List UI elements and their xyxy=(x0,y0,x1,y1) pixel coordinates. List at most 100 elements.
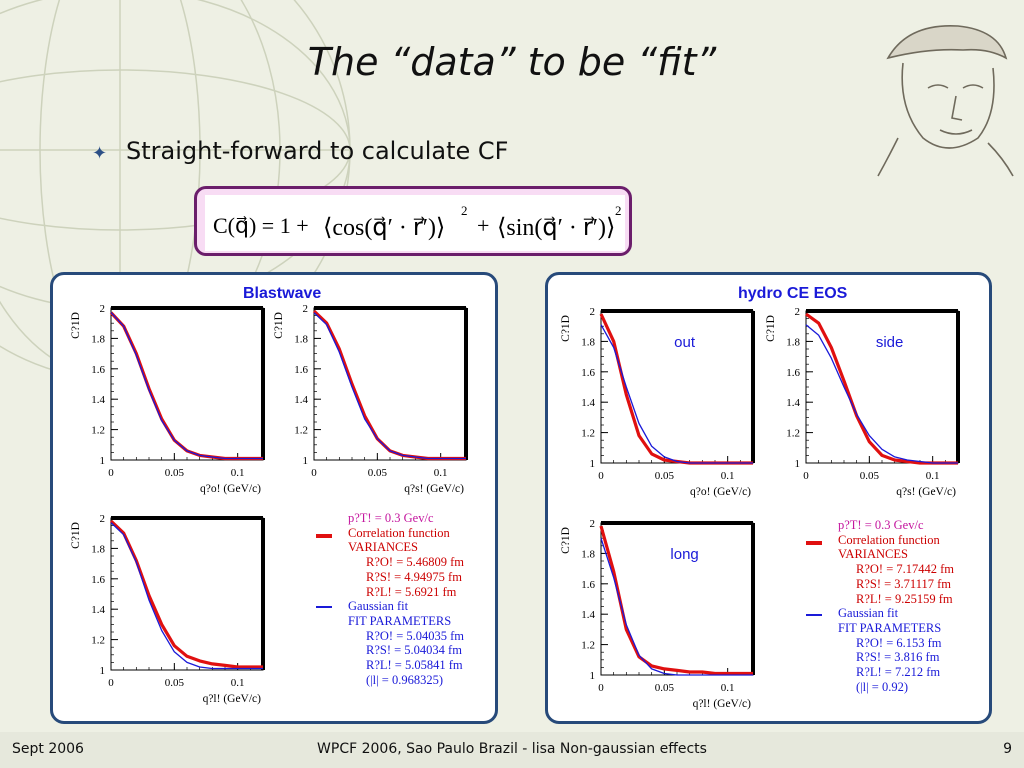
y-axis-label: C?1D xyxy=(70,522,82,549)
legend-fit-l: R?L! = 7.212 fm xyxy=(856,665,941,680)
y-tick-label: 1.4 xyxy=(786,397,800,409)
plot-hydro-long: 1 1.2 1.4 1.6 1.8 2 0 0.05 0.1 q?l! (GeV/c) C?1D lo… xyxy=(560,518,755,710)
legend-variances: VARIANCES xyxy=(348,540,418,555)
y-tick-label: 1.2 xyxy=(786,428,800,440)
y-tick-label: 1.2 xyxy=(294,425,308,437)
y-tick-label: 2 xyxy=(303,303,309,315)
y-tick-label: 1.4 xyxy=(581,397,595,409)
y-tick-label: 1.6 xyxy=(581,579,595,591)
plot-frame xyxy=(805,310,959,464)
legend-blastwave: p?T! = 0.3 Gev/c Correlation function VA… xyxy=(348,511,464,687)
formula-svg: C(q⃗) = 1 + ⟨cos(q⃗′ · r⃗′)⟩ 2 + ⟨sin(q⃗… xyxy=(213,203,622,241)
y-tick-label: 1.8 xyxy=(294,333,308,345)
x-tick-label: 0.05 xyxy=(165,467,185,479)
formula: C(q⃗) = 1 + ⟨cos(q⃗′ · r⃗′)⟩ 2 + ⟨sin(q⃗… xyxy=(205,195,625,251)
x-tick-label: 0.1 xyxy=(231,467,245,479)
y-axis-label: C?1D xyxy=(560,527,572,554)
plot-label: out xyxy=(674,334,696,351)
y-axis-label: C?1D xyxy=(70,312,82,339)
legend-cf: Correlation function xyxy=(348,525,450,540)
y-tick-label: 2 xyxy=(100,303,106,315)
formula-sup1: 2 xyxy=(461,203,468,218)
y-tick-label: 2 xyxy=(590,306,596,318)
series-gaussian-line xyxy=(600,538,753,676)
x-axis-label: q?s! (GeV/c) xyxy=(896,486,956,498)
panel-title-blastwave: Blastwave xyxy=(243,285,322,302)
series-gaussian-line xyxy=(110,312,263,460)
x-tick-label: 0.05 xyxy=(655,682,675,694)
slide-title: The “data” to be “fit” xyxy=(307,40,717,84)
x-tick-label: 0 xyxy=(311,467,317,479)
formula-box: C(q⃗) = 1 + ⟨cos(q⃗′ · r⃗′)⟩ 2 + ⟨sin(q⃗… xyxy=(194,186,632,256)
legend-variances: VARIANCES xyxy=(838,547,908,562)
y-tick-label: 1.2 xyxy=(581,640,595,652)
y-axis-label: C?1D xyxy=(765,315,777,342)
legend-fit-s: R?S! = 5.04034 fm xyxy=(366,643,462,658)
page-number: 9 xyxy=(1003,741,1012,757)
y-axis-label: C?1D xyxy=(273,312,285,339)
y-tick-label: 1.8 xyxy=(581,336,595,348)
x-tick-label: 0.1 xyxy=(721,682,735,694)
y-tick-label: 1.8 xyxy=(786,336,800,348)
y-tick-label: 2 xyxy=(590,518,596,530)
legend-var-l: R?L! = 5.6921 fm xyxy=(366,584,457,599)
panel-blastwave: Blastwave 1 1.2 1.4 1.6 1.8 2 0 0.05 0.1 q?o! (Ge… xyxy=(50,272,498,724)
y-tick-label: 1 xyxy=(590,670,596,682)
series-gaussian-line xyxy=(805,324,958,464)
y-tick-label: 1.8 xyxy=(581,548,595,560)
formula-lhs: C(q⃗) = 1 + xyxy=(213,213,309,238)
gaussian-swatch xyxy=(316,606,332,608)
legend-fit-o: R?O! = 5.04035 fm xyxy=(366,628,465,643)
y-tick-label: 1 xyxy=(795,458,801,470)
plot-hydro-out: 1 1.2 1.4 1.6 1.8 2 0 0.05 0.1 q?o! (GeV/c) C?1D ou… xyxy=(560,306,755,498)
plot-blastwave-out: 1 1.2 1.4 1.6 1.8 2 0 0.05 0.1 q?o! (GeV/c) C?1D xyxy=(70,303,265,495)
x-tick-label: 0.1 xyxy=(231,677,245,689)
y-tick-label: 1 xyxy=(100,455,106,467)
x-tick-label: 0.1 xyxy=(434,467,448,479)
x-tick-label: 0.05 xyxy=(860,470,880,482)
y-tick-label: 1.2 xyxy=(91,635,105,647)
y-tick-label: 1.4 xyxy=(581,609,595,621)
legend-fit-lambda: (|l| = 0.92) xyxy=(856,679,908,694)
legend-fitpar: FIT PARAMETERS xyxy=(838,620,942,635)
y-tick-label: 1.8 xyxy=(91,543,105,555)
legend-gauss: Gaussian fit xyxy=(838,606,899,621)
series-gaussian-line xyxy=(600,324,753,464)
y-tick-label: 1.6 xyxy=(91,574,105,586)
legend-var-o: R?O! = 7.17442 fm xyxy=(856,562,955,577)
y-tick-label: 1.2 xyxy=(581,428,595,440)
legend-cf: Correlation function xyxy=(838,532,940,547)
y-tick-label: 1 xyxy=(100,665,106,677)
x-axis-label: q?o! (GeV/c) xyxy=(690,486,751,498)
plot-hydro-side: 1 1.2 1.4 1.6 1.8 2 0 0.05 0.1 q?s! (GeV/c) C?1D si… xyxy=(765,306,960,498)
legend-fit-l: R?L! = 5.05841 fm xyxy=(366,658,463,673)
y-tick-label: 1.2 xyxy=(91,425,105,437)
formula-term1: ⟨cos(q⃗′ · r⃗′)⟩ xyxy=(323,215,445,241)
x-axis-label: q?l! (GeV/c) xyxy=(693,698,752,710)
correlation-swatch xyxy=(806,541,822,545)
legend-fitpar: FIT PARAMETERS xyxy=(348,613,452,628)
plot-frame xyxy=(313,307,467,461)
legend-var-o: R?O! = 5.46809 fm xyxy=(366,555,465,570)
legend-var-s: R?S! = 3.71117 fm xyxy=(856,576,952,591)
x-tick-label: 0.1 xyxy=(926,470,940,482)
y-tick-label: 1.4 xyxy=(294,394,308,406)
x-tick-label: 0 xyxy=(108,467,114,479)
x-tick-label: 0 xyxy=(108,677,114,689)
formula-plus: + xyxy=(477,213,489,238)
plot-frame xyxy=(110,307,264,461)
bullet-star-icon: ✦ xyxy=(92,143,108,164)
plot-label: side xyxy=(876,334,904,351)
series-gaussian-line xyxy=(313,312,466,460)
x-tick-label: 0.05 xyxy=(368,467,388,479)
gaussian-swatch xyxy=(806,614,822,616)
x-tick-label: 0 xyxy=(803,470,809,482)
x-tick-label: 0 xyxy=(598,682,604,694)
y-tick-label: 1.4 xyxy=(91,604,105,616)
x-axis-label: q?s! (GeV/c) xyxy=(404,483,464,495)
x-tick-label: 0 xyxy=(598,470,604,482)
formula-sup2: 2 xyxy=(615,203,622,218)
y-tick-label: 1.6 xyxy=(581,367,595,379)
y-tick-label: 1.4 xyxy=(91,394,105,406)
formula-term2: ⟨sin(q⃗′ · r⃗′)⟩ xyxy=(497,215,615,241)
